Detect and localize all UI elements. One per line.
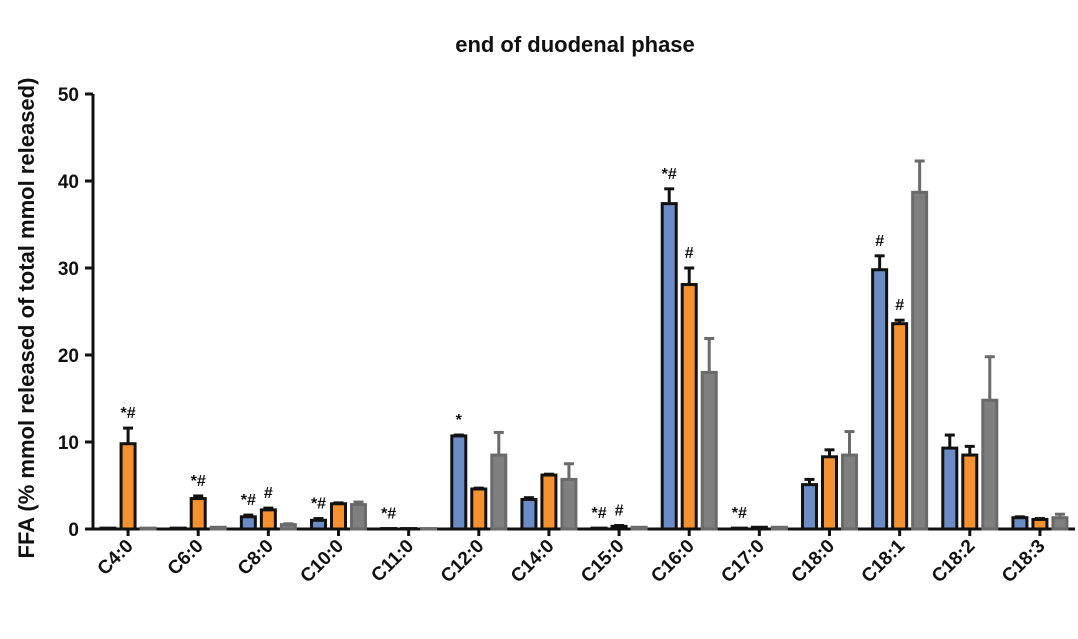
bar [281, 525, 295, 529]
bar [452, 436, 466, 529]
significance-marker: *# [311, 496, 326, 513]
significance-marker: *# [191, 473, 206, 490]
bar [492, 455, 506, 529]
x-tick-label: C18:2 [928, 536, 979, 587]
bar [772, 527, 786, 529]
bar [1013, 518, 1027, 529]
y-tick-label: 20 [58, 346, 79, 367]
x-tick-label: C14:0 [507, 536, 558, 587]
bar [732, 528, 746, 529]
bar [632, 527, 646, 529]
x-tick-label: C17:0 [717, 536, 768, 587]
x-tick-label: C11:0 [367, 536, 418, 587]
bar [963, 455, 977, 529]
bar [352, 505, 366, 529]
bar [702, 372, 716, 529]
x-tick-label: C4:0 [94, 536, 138, 580]
bar [943, 448, 957, 529]
bar [893, 324, 907, 529]
significance-marker: *# [592, 505, 607, 522]
significance-marker: *# [662, 166, 677, 183]
bar [261, 510, 275, 529]
y-tick-label: 40 [58, 172, 79, 193]
bar [542, 475, 556, 529]
x-tick-label: C16:0 [647, 536, 698, 587]
y-tick-label: 0 [68, 520, 79, 541]
bar [562, 479, 576, 529]
bar [191, 499, 205, 529]
significance-marker: # [875, 233, 884, 250]
bar [592, 528, 606, 529]
y-tick-label: 30 [58, 259, 79, 280]
significance-marker: *# [381, 506, 396, 523]
y-tick-label: 10 [58, 433, 79, 454]
chart-title: end of duodenal phase [455, 32, 695, 57]
bar [312, 520, 326, 529]
significance-marker: # [895, 297, 904, 314]
bar [873, 270, 887, 529]
bar [1053, 518, 1067, 529]
bar [211, 527, 225, 529]
bar [823, 457, 837, 529]
bar [682, 285, 696, 529]
significance-marker: *# [121, 405, 136, 422]
x-tick-label: C6:0 [164, 536, 208, 580]
x-tick-label: C18:0 [788, 536, 839, 587]
significance-marker: *# [732, 505, 747, 522]
x-tick-label: C12:0 [437, 536, 488, 587]
x-tick-label: C15:0 [577, 536, 628, 587]
bar [472, 489, 486, 529]
bar [141, 528, 155, 529]
bar [843, 455, 857, 529]
x-tick-label: C18:1 [858, 535, 910, 587]
bar [121, 444, 135, 529]
bar [803, 485, 817, 529]
bar [171, 528, 185, 529]
bar [1033, 519, 1047, 529]
y-tick-label: 50 [58, 85, 79, 106]
x-tick-label: C8:0 [234, 536, 278, 580]
significance-marker: * [456, 412, 463, 429]
bar [332, 504, 346, 529]
bar [913, 192, 927, 529]
bar [752, 527, 766, 529]
significance-marker: # [264, 485, 273, 502]
significance-marker: *# [241, 492, 256, 509]
bar [612, 526, 626, 529]
bar [522, 499, 536, 529]
bar [983, 400, 997, 529]
bar [101, 528, 115, 529]
y-axis-label: FFA (% mmol released of total mmol relea… [14, 78, 39, 559]
x-tick-label: C10:0 [297, 536, 348, 587]
bar [241, 517, 255, 529]
significance-marker: # [615, 503, 624, 520]
x-tick-label: C18:3 [998, 536, 1049, 587]
bar [662, 204, 676, 529]
significance-marker: # [685, 245, 694, 262]
